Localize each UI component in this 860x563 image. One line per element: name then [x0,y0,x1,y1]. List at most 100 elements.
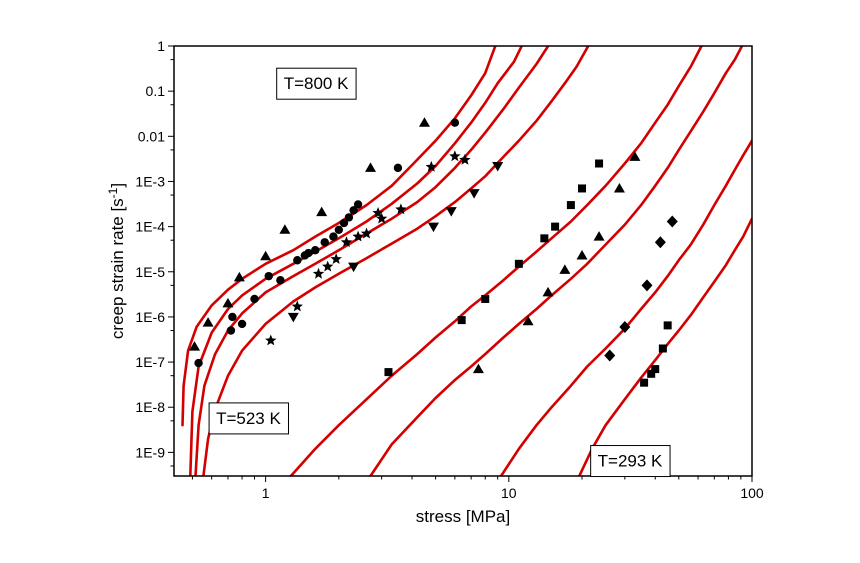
data-point-circle [339,218,349,228]
y-tick-label: 1E-4 [135,219,165,235]
data-point-star [291,300,303,312]
data-point-diamond [654,236,666,249]
data-point-triangle-down [287,312,299,323]
data-point-square [514,259,523,268]
data-point-triangle-down [445,207,457,217]
fit-curve [289,46,703,476]
data-point-triangle-up [260,250,272,261]
data-point-triangle-up [576,249,588,260]
data-point-circle [276,276,285,285]
y-axis-title-end: ] [108,183,127,188]
annotation-box: T=293 K [590,445,671,478]
fit-curve [499,139,752,476]
y-axis-title-main: creep strain rate [s [108,198,127,339]
data-point-circle [304,248,313,258]
data-point-circle [293,256,302,265]
data-point-triangle-up [542,286,554,297]
annotation-frame [590,445,671,478]
data-point-triangle-up [522,315,534,326]
data-point-triangle-up [365,162,377,172]
annotation-frame [208,402,289,435]
plot-frame [173,45,753,477]
data-point-square [658,344,667,353]
data-point-square [647,369,656,378]
y-tick-label: 1E-8 [135,399,165,415]
data-point-square [384,368,393,377]
y-tick-label: 1E-7 [135,354,165,370]
axis-ticks: 1 10 100 1 0.1 0.01 1E-3 1E-4 1E-5 1E-6 1E-7 1E-8 1E… [135,38,763,501]
y-axis-title: creep strain rate [s-1] [106,183,127,339]
data-point-star [322,260,334,272]
annotation-label: T=800 K [284,74,349,93]
annotation-box: T=800 K [276,67,357,100]
data-point-triangle-up [222,297,234,308]
fit-curve [189,46,523,476]
data-point-triangle-up [316,206,328,217]
data-point-square [457,316,466,325]
data-point-triangle-up [418,117,430,127]
data-point-triangle-up [613,182,625,193]
data-point-triangle-down [348,262,360,273]
y-tick-label: 1E-3 [135,173,165,189]
x-tick-label: 1 [262,485,270,501]
data-point-square [551,222,560,231]
data-point-star [360,227,373,239]
data-point-circle [393,163,403,173]
data-point-circle [334,225,344,235]
y-tick-label: 1 [157,38,165,54]
data-point-star [459,153,471,165]
x-tick-label: 10 [501,485,517,501]
data-point-square [651,365,660,374]
data-point-star [312,267,325,279]
data-point-triangle-up [202,317,214,327]
data-markers [189,117,678,387]
data-point-square [566,201,575,210]
data-point-diamond [666,215,678,228]
x-axis-title: stress [MPa] [416,507,510,526]
data-point-triangle-up [559,264,571,274]
data-point-circle [329,232,338,241]
data-point-circle [320,238,329,247]
data-point-triangle-down [427,222,439,233]
y-axis-title-superscript: -1 [106,187,120,198]
data-point-circle [226,326,236,335]
annotation-label: T=293 K [598,452,663,471]
data-point-circle [450,118,460,127]
data-point-circle [353,200,363,209]
data-point-square [481,294,490,303]
data-point-circle [194,358,203,368]
data-point-circle [228,312,237,322]
data-point-triangle-up [233,271,245,282]
fit-curve [578,217,752,476]
data-point-star [265,334,277,346]
data-point-star [375,212,388,224]
data-point-square [595,159,604,168]
data-point-star [395,203,407,215]
data-point-circle [344,213,354,222]
data-point-square [540,234,549,243]
data-point-circle [237,319,247,329]
data-point-star [425,160,437,172]
y-tick-label: 1E-6 [135,309,165,325]
data-point-star [330,253,342,264]
data-point-square [578,184,587,193]
temperature-annotations: T=800 K T=523 K T=293 K [208,67,671,478]
y-tick-label: 1E-9 [135,444,165,460]
data-point-triangle-up [472,363,484,374]
data-point-diamond [619,320,631,333]
data-point-circle [311,246,320,255]
x-tick-label: 100 [740,485,764,501]
annotation-box: T=523 K [208,402,289,435]
y-tick-label: 1E-5 [135,264,165,280]
fit-curve [181,46,497,427]
data-point-triangle-up [279,224,291,234]
annotation-label: T=523 K [216,409,281,428]
data-point-triangle-up [189,341,201,351]
data-point-star [340,236,353,248]
data-point-diamond [641,279,653,292]
data-point-square [640,378,649,387]
data-point-diamond [604,349,616,362]
data-point-star [372,207,384,218]
data-point-triangle-up [629,151,641,161]
